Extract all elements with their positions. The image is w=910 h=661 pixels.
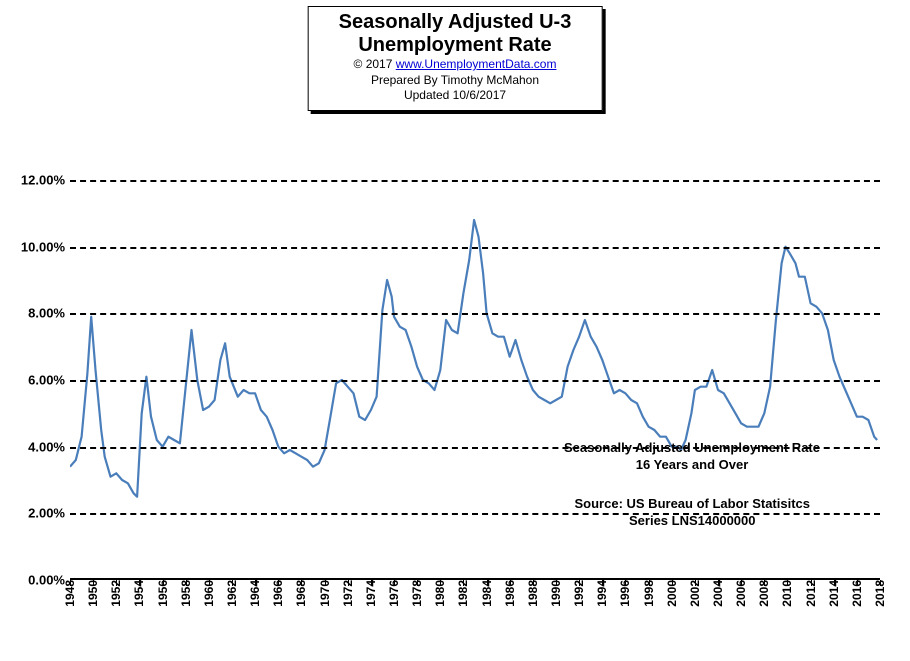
x-axis-label: 2014	[827, 580, 841, 607]
title-link[interactable]: www.UnemploymentData.com	[396, 57, 557, 71]
x-axis-label: 1978	[410, 580, 424, 607]
grid-line	[70, 180, 880, 182]
x-axis-label: 1956	[156, 580, 170, 607]
x-axis-label: 1986	[503, 580, 517, 607]
x-axis-label: 2016	[850, 580, 864, 607]
title-updated: Updated 10/6/2017	[339, 88, 572, 104]
y-axis-label: 12.00%	[10, 173, 65, 188]
x-axis-label: 1996	[618, 580, 632, 607]
grid-line	[70, 247, 880, 249]
x-axis-label: 2004	[711, 580, 725, 607]
x-axis-label: 1954	[132, 580, 146, 607]
x-axis-label: 1992	[572, 580, 586, 607]
y-axis-label: 0.00%	[10, 573, 65, 588]
grid-line	[70, 513, 880, 515]
chart-plot-area: Seasonally Adjusted Unemployment Rate 16…	[70, 180, 880, 580]
x-axis-label: 1950	[86, 580, 100, 607]
y-axis-label: 6.00%	[10, 373, 65, 388]
title-line2: Unemployment Rate	[339, 34, 572, 57]
x-axis-label: 1968	[294, 580, 308, 607]
x-axis-label: 1994	[595, 580, 609, 607]
x-axis-label: 1982	[456, 580, 470, 607]
x-axis-label: 1974	[364, 580, 378, 607]
x-axis-label: 1970	[318, 580, 332, 607]
x-axis-label: 1976	[387, 580, 401, 607]
grid-line	[70, 313, 880, 315]
x-axis-label: 1988	[526, 580, 540, 607]
y-axis-label: 8.00%	[10, 306, 65, 321]
x-axis-label: 2000	[665, 580, 679, 607]
x-axis-label: 1972	[341, 580, 355, 607]
title-prepared: Prepared By Timothy McMahon	[339, 73, 572, 89]
x-axis-label: 1952	[109, 580, 123, 607]
y-axis-label: 4.00%	[10, 439, 65, 454]
x-axis-label: 2002	[688, 580, 702, 607]
x-axis-label: 2006	[734, 580, 748, 607]
x-axis-label: 1980	[433, 580, 447, 607]
x-axis-label: 2012	[804, 580, 818, 607]
x-axis-label: 1990	[549, 580, 563, 607]
x-axis-label: 2008	[757, 580, 771, 607]
x-axis-label: 1966	[271, 580, 285, 607]
y-axis-label: 10.00%	[10, 239, 65, 254]
y-axis-label: 2.00%	[10, 506, 65, 521]
title-copyright: © 2017 www.UnemploymentData.com	[339, 57, 572, 73]
title-box: Seasonally Adjusted U-3 Unemployment Rat…	[308, 6, 603, 111]
annotation-series: Seasonally Adjusted Unemployment Rate 16…	[564, 439, 820, 474]
x-axis-label: 1998	[642, 580, 656, 607]
grid-line	[70, 380, 880, 382]
x-axis-label: 1984	[480, 580, 494, 607]
x-axis-label: 2010	[780, 580, 794, 607]
x-axis-label: 1948	[63, 580, 77, 607]
title-line1: Seasonally Adjusted U-3	[339, 11, 572, 34]
x-axis-label: 1962	[225, 580, 239, 607]
x-axis-label: 1958	[179, 580, 193, 607]
grid-line	[70, 447, 880, 449]
x-axis-label: 2018	[873, 580, 887, 607]
x-axis-label: 1960	[202, 580, 216, 607]
x-axis-label: 1964	[248, 580, 262, 607]
